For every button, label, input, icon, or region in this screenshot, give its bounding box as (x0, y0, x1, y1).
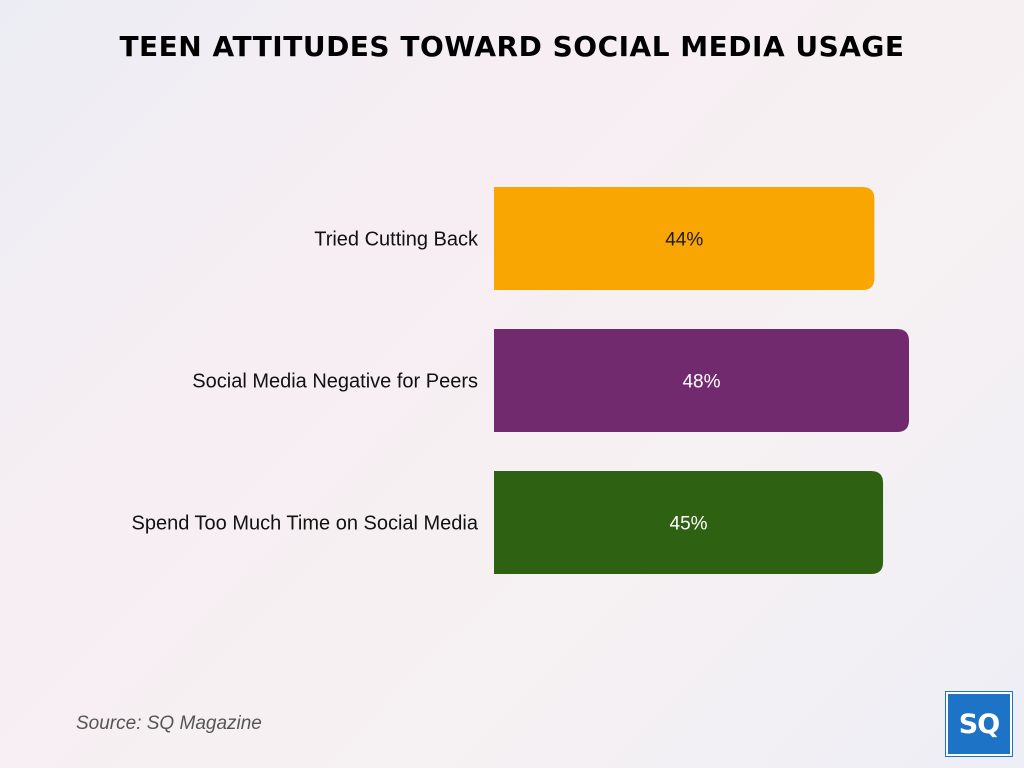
value-label-3: 45% (670, 514, 708, 535)
value-label-1: 44% (665, 230, 703, 251)
category-label-3: Spend Too Much Time on Social Media (132, 513, 479, 535)
category-label-2: Social Media Negative for Peers (192, 371, 478, 393)
bar-1 (494, 187, 875, 290)
bar-2 (494, 329, 909, 432)
bar-3 (494, 471, 884, 574)
sq-magazine-logo: SQ (945, 691, 1013, 757)
value-label-2: 48% (682, 372, 720, 393)
category-label-1: Tried Cutting Back (314, 229, 479, 251)
source-note: Source: SQ Magazine (76, 713, 262, 734)
chart-title: TEEN ATTITUDES TOWARD SOCIAL MEDIA USAGE (119, 30, 905, 63)
logo-text: SQ (958, 708, 1000, 740)
